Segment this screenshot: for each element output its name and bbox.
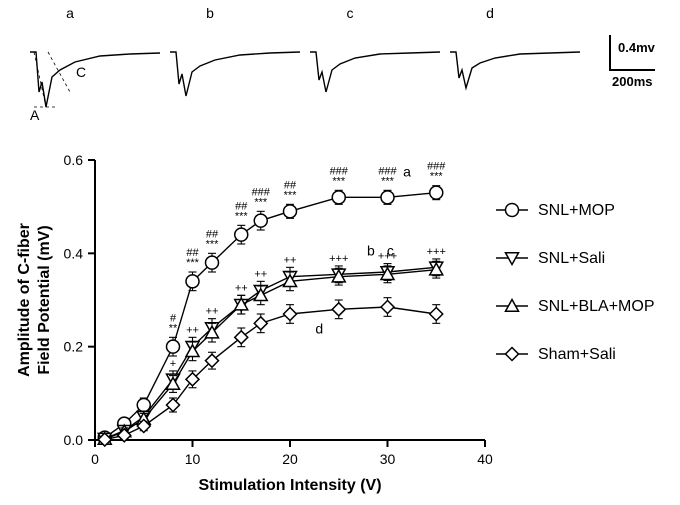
- y-tick-label: 0.2: [64, 339, 84, 355]
- x-axis-label: Stimulation Intensity (V): [198, 477, 381, 494]
- trace-panel-label: c: [347, 5, 354, 21]
- trace-b: [170, 52, 300, 96]
- legend-label: SNL+BLA+MOP: [538, 298, 655, 315]
- x-tick-label: 0: [91, 451, 99, 467]
- series-snl_sali: [98, 259, 443, 445]
- series-inline-label: c: [387, 243, 394, 259]
- svg-text:C: C: [76, 64, 86, 80]
- x-tick-label: 40: [477, 451, 493, 467]
- trace-a: AC: [30, 52, 160, 123]
- trace-panel-label: a: [66, 5, 74, 21]
- legend-item: SNL+Sali: [496, 250, 605, 267]
- sig-annot: #: [170, 312, 177, 324]
- trace-panel-label: d: [486, 5, 494, 21]
- legend-item: Sham+Sali: [496, 346, 616, 363]
- y-tick-label: 0.6: [64, 152, 84, 168]
- trace-panel-label: b: [206, 5, 214, 21]
- figure-root: aACbcd0.4mv200ms0102030400.00.20.40.6Sti…: [0, 0, 680, 505]
- sig-annot-plus: ++: [186, 324, 199, 336]
- sig-annot: ###: [427, 161, 446, 173]
- sig-annot-plus: ++: [206, 306, 219, 318]
- sig-annot: ##: [206, 228, 219, 240]
- sig-annot: ##: [235, 200, 248, 212]
- sig-annot-plus: ++: [235, 282, 248, 294]
- sig-annot: ##: [186, 247, 199, 259]
- legend-label: SNL+Sali: [538, 250, 605, 267]
- trace-c: [310, 52, 440, 92]
- x-tick-label: 10: [185, 451, 201, 467]
- legend-label: SNL+MOP: [538, 202, 615, 219]
- sig-annot-plus: ++: [284, 254, 297, 266]
- sig-annot-plus: +++: [329, 253, 348, 265]
- x-tick-label: 30: [380, 451, 396, 467]
- sig-annot-plus: ++: [254, 268, 267, 280]
- sig-annot-plus: +++: [427, 246, 446, 258]
- legend-label: Sham+Sali: [538, 346, 616, 363]
- sig-annot: ###: [252, 186, 271, 198]
- sig-annot: ##: [284, 179, 297, 191]
- y-axis-label: Amplitude of C-fiberField Potential (mV): [16, 223, 53, 377]
- series-inline-label: a: [403, 163, 411, 179]
- legend-item: SNL+BLA+MOP: [496, 298, 655, 315]
- y-tick-label: 0.4: [64, 245, 84, 261]
- legend-item: SNL+MOP: [496, 202, 615, 219]
- series-snl_mop: [98, 186, 443, 445]
- trace-d: [450, 52, 580, 88]
- series-inline-label: d: [315, 321, 323, 337]
- svg-text:A: A: [30, 107, 40, 123]
- scale-h-label: 200ms: [612, 74, 652, 89]
- y-tick-label: 0.0: [64, 432, 84, 448]
- sig-annot-plus: +: [170, 358, 176, 370]
- x-tick-label: 20: [282, 451, 298, 467]
- series-inline-label: b: [367, 243, 375, 259]
- series-snl_bla_mop: [98, 261, 443, 444]
- scale-v-label: 0.4mv: [618, 40, 656, 55]
- sig-annot: ###: [330, 165, 349, 177]
- sig-annot: ###: [378, 165, 397, 177]
